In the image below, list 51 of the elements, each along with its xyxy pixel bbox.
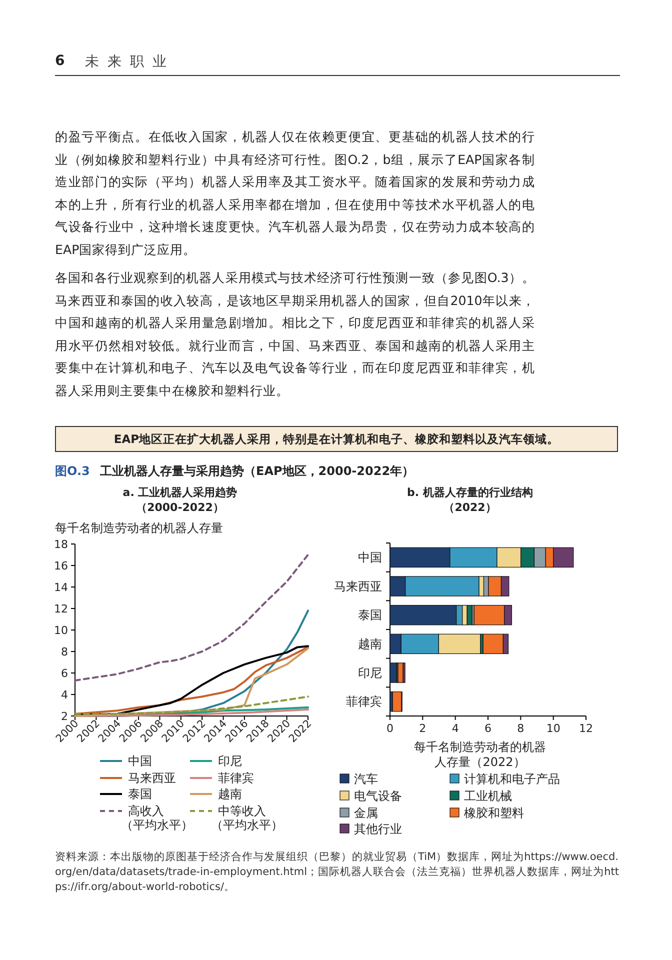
legend-label: 泰国 (128, 787, 152, 801)
line-series (74, 554, 309, 682)
text: 未 来 职 业 (85, 53, 168, 71)
legend-label: 汽车 (354, 772, 378, 786)
legend-label: 其他行业 (354, 822, 402, 836)
text: 工业机器人存量与采用趋势（EAP地区，2000-2022年） (100, 463, 414, 480)
legend-label: 电气设备 (354, 789, 402, 803)
x-tick-label: 4 (452, 722, 459, 735)
legend-label: 高收入（平均水平） (121, 804, 193, 832)
y-axis-title: 每千名制造劳动者的机器人存量 (55, 521, 223, 535)
y-tick-label: 6 (61, 667, 68, 680)
legend-label: 计算机和电子产品 (464, 772, 560, 786)
chart-subtitle: （2000-2022） (136, 501, 224, 514)
bar (392, 691, 402, 712)
legend-label: 橡胶和塑料 (464, 806, 524, 820)
y-tick-label: 16 (54, 560, 68, 572)
y-tick-label: 14 (54, 581, 68, 594)
y-tick-label: 8 (61, 646, 68, 658)
chart-title: b. 机器人存量的行业结构 (407, 486, 533, 499)
text: 资料来源：本出版物的原图基于经济合作与发展组织（巴黎）的就业贸易（TiM）数据库，网址为https://www.oecd.org/en/data/datasets/trade-in-employment.html；国际机器人联合会（法兰克福）世界机器人数据库，网址为https://ifr.org/about-world-robotics/。 (55, 850, 620, 895)
legend-label: 金属 (354, 806, 378, 820)
text: EAP地区正在扩大机器人采用，特别是在计算机和电子、橡胶和塑料以及汽车领域。 (55, 426, 618, 452)
x-tick-label: 8 (517, 722, 524, 735)
x-tick-label: 2 (419, 722, 426, 735)
y-tick-label: 10 (54, 624, 68, 637)
legend-label: 印尼 (218, 754, 242, 768)
x-tick-label: 10 (546, 722, 560, 735)
y-tick-label: 马来西亚 (334, 579, 382, 594)
chart-subtitle: （2022） (444, 501, 496, 514)
x-tick-label: 6 (484, 722, 492, 735)
y-tick-label: 18 (54, 538, 68, 551)
x-tick-label: 12 (579, 722, 593, 735)
y-tick-label: 泰国 (358, 608, 382, 622)
x-axis-title: 每千名制造劳动者的机器人存量（2022） (414, 740, 546, 769)
legend-label: 越南 (218, 787, 242, 801)
legend-label: 工业机械 (464, 789, 512, 803)
legend-label: 马来西亚 (128, 771, 176, 785)
chart-title: a. 工业机器人采用趋势 (122, 486, 238, 499)
y-tick-label: 12 (54, 602, 68, 616)
y-tick-label: 菲律宾 (346, 694, 382, 709)
y-tick-label: 4 (61, 688, 68, 702)
text: 各国和各行业观察到的机器人采用模式与技术经济可行性预测一致（参见图O.3）。马来西亚和泰国的收入较高，是该地区早期采用机器人的国家，但自2010年以来，中国和越南的机器人采用量急剧增加。相比之下，印度尼西亚和菲律宾的机器人采用水平仍然相对较低。就行业而言，中国、马来西亚、泰国和越南的机器人采用主要集中在计算机和电子、汽车以及电气设备等行业，而在印度尼西亚和菲律宾，机器人采用则主要集中在橡胶和塑料行业。 (55, 269, 535, 400)
legend-label: 中国 (128, 754, 152, 768)
y-tick-label: 印尼 (358, 666, 382, 680)
text: 的盈亏平衡点。在低收入国家，机器人仅在依赖更便宜、更基础的机器人技术的行业（例如橡胶和塑料行业）中具有经济可行性。图O.2，b组，展示了EAP国家各制造业部门的实际（平均）机器人采用率及其工资水平。随着国家的发展和劳动力成本的上升，所有行业的机器人采用率都在增加，但在使用中等技术水平机器人的电气设备行业中，这种增长速度更快。汽车机器人最为昂贵，仅在劳动力成本较高的EAP国家得到广泛应用。 (55, 128, 535, 258)
legend-label: 菲律宾 (218, 771, 254, 785)
x-tick-label: 0 (386, 722, 394, 735)
legend-label: 中等收入（平均水平） (211, 804, 283, 832)
y-tick-label: 越南 (358, 636, 382, 651)
text: 图O.3 (55, 463, 90, 480)
y-tick-label: 中国 (358, 550, 382, 564)
